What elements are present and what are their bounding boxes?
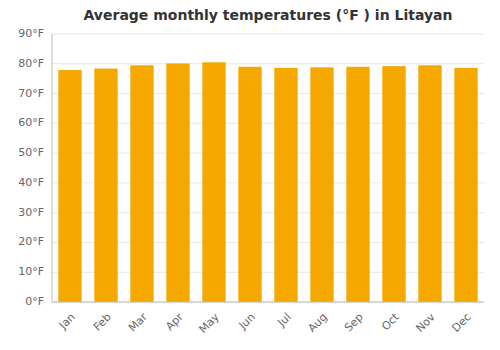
y-tick-label: 80°F xyxy=(18,57,44,70)
bar xyxy=(130,65,153,302)
y-tick-label: 50°F xyxy=(18,146,44,159)
bar xyxy=(238,67,261,302)
chart: 0°F 10°F 20°F 30°F 40°F 50°F 60°F 70°F 80°F 90°F J… xyxy=(0,0,500,350)
x-tick-label: Sep xyxy=(342,311,366,335)
y-axis-line xyxy=(52,34,53,302)
y-tick-label: 60°F xyxy=(18,116,44,129)
bar xyxy=(58,70,81,302)
bar xyxy=(418,65,441,302)
grid-line xyxy=(52,34,484,35)
x-tick-label: Jan xyxy=(56,311,78,333)
x-tick-label: Feb xyxy=(91,311,114,334)
y-axis: 0°F 10°F 20°F 30°F 40°F 50°F 60°F 70°F 80°F 90°F xyxy=(18,27,44,308)
y-tick-label: 90°F xyxy=(18,27,44,40)
x-tick-label: Oct xyxy=(379,310,402,333)
bar xyxy=(274,68,297,302)
bar xyxy=(382,66,405,302)
bar xyxy=(166,63,189,302)
y-tick-label: 20°F xyxy=(18,235,44,248)
x-tick-label: Apr xyxy=(163,310,186,333)
grid-line xyxy=(52,302,484,303)
x-tick-label: Jun xyxy=(236,311,258,333)
x-tick-label: May xyxy=(196,310,222,336)
bars xyxy=(58,62,477,302)
title: Average monthly temperatures (°F ) in Li… xyxy=(84,7,453,23)
bar xyxy=(310,67,333,302)
y-tick-label: 70°F xyxy=(18,87,44,100)
bar xyxy=(346,67,369,302)
x-tick-label: Jul xyxy=(274,311,293,330)
grid xyxy=(52,34,484,302)
chart-container: 0°F 10°F 20°F 30°F 40°F 50°F 60°F 70°F 80°F 90°F J… xyxy=(0,0,500,350)
bar xyxy=(94,69,117,302)
grid-line xyxy=(52,63,484,64)
x-tick-label: Aug xyxy=(305,311,329,335)
x-axis: Jan Feb Mar Apr May Jun Jul Aug Sep Oct Nov Dec xyxy=(56,310,474,336)
y-tick-label: 30°F xyxy=(18,206,44,219)
x-tick-label: Dec xyxy=(450,311,474,335)
x-axis-line xyxy=(52,302,484,303)
y-tick-label: 10°F xyxy=(18,265,44,278)
y-tick-label: 40°F xyxy=(18,176,44,189)
bar xyxy=(454,68,477,302)
x-tick-label: Nov xyxy=(413,310,438,335)
x-tick-label: Mar xyxy=(126,310,150,334)
bar xyxy=(202,62,225,302)
y-tick-label: 0°F xyxy=(25,295,44,308)
plot-area: 0°F 10°F 20°F 30°F 40°F 50°F 60°F 70°F 80°F 90°F J… xyxy=(18,27,484,336)
